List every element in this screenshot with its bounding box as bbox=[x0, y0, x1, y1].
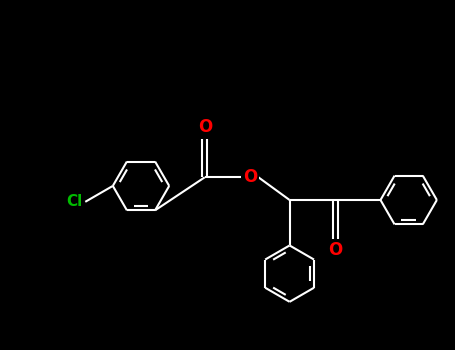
Text: Cl: Cl bbox=[67, 194, 83, 209]
Text: O: O bbox=[197, 118, 212, 136]
Text: O: O bbox=[328, 241, 342, 259]
Text: O: O bbox=[243, 168, 258, 186]
